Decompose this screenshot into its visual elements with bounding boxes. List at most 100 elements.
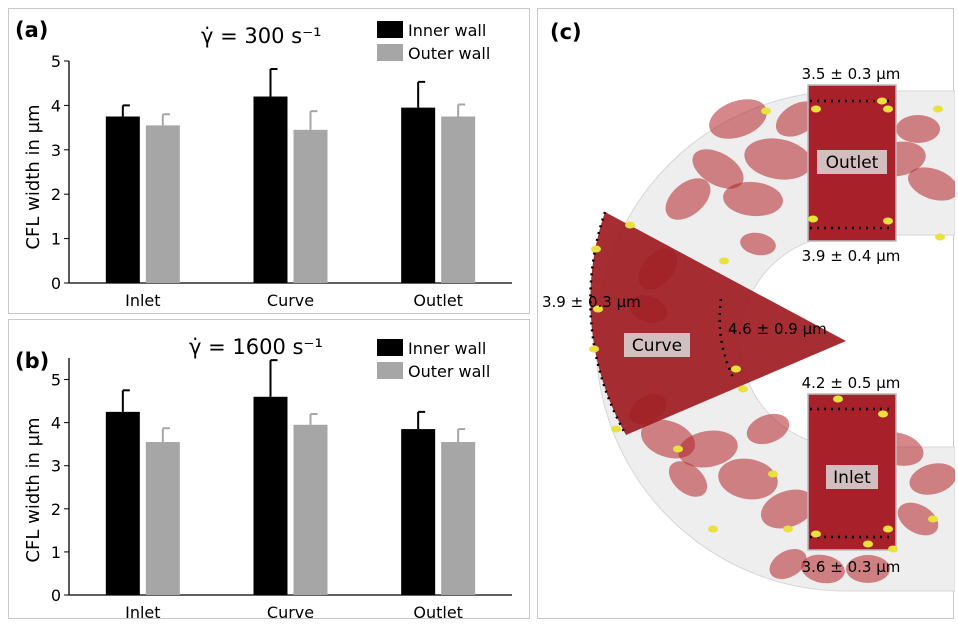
red-blood-cell	[846, 555, 890, 583]
red-blood-cell	[760, 489, 816, 529]
legend-swatch	[377, 21, 403, 38]
inlet-label-box	[826, 465, 878, 489]
legend-swatch	[377, 44, 403, 61]
platelet	[761, 107, 771, 115]
legend-label: Inner wall	[408, 21, 486, 40]
platelet	[811, 105, 821, 113]
bar-outer-wall	[293, 129, 328, 283]
red-blood-cell	[769, 548, 807, 580]
bar-inner-wall	[253, 396, 288, 595]
curve-inner-edge	[718, 298, 736, 380]
panel-a: (a) γ̇ = 300 s⁻¹ CFL width in µm 0 1 2 3 4 5 I…	[8, 8, 530, 314]
panel-label: (c)	[550, 20, 582, 44]
x-tick-label: Inlet	[125, 291, 160, 310]
platelet	[611, 425, 621, 433]
legend-swatch	[377, 362, 403, 379]
platelet	[591, 245, 601, 253]
platelet	[589, 345, 599, 353]
platelet	[738, 385, 748, 393]
y-axis-label: CFL width in µm	[23, 104, 44, 249]
bar-outer-wall	[441, 116, 476, 283]
platelet	[878, 410, 888, 418]
y-tick-label: 2	[51, 185, 61, 204]
platelet	[833, 395, 843, 403]
platelet	[935, 233, 945, 241]
legend-label: Outer wall	[408, 44, 490, 63]
curve-outer-width: 3.9 ± 0.3 µm	[542, 293, 641, 311]
y-axis-title: CFL width in µm	[23, 104, 44, 249]
platelet	[877, 97, 887, 105]
panel-b: (b) γ̇ = 1600 s⁻¹ CFL width in µm 0 1 2 3 4 5…	[8, 319, 530, 622]
platelets	[589, 97, 945, 553]
red-blood-cell	[896, 115, 940, 143]
bar-inner-wall	[105, 411, 140, 595]
x-tick-label: Outlet	[413, 291, 463, 310]
bar-outer-wall	[145, 125, 180, 283]
red-blood-cell	[723, 181, 783, 217]
y-tick-label: 1	[51, 230, 61, 249]
bar-inner-wall	[253, 96, 288, 284]
y-tick-label: 4	[51, 414, 61, 433]
curve-roi	[590, 212, 846, 435]
curve-label-box	[624, 333, 690, 357]
bar-chart-b: (b) γ̇ = 1600 s⁻¹ CFL width in µm 0 1 2 3 4 5…	[15, 335, 512, 622]
platelet	[888, 545, 898, 553]
platelet	[933, 105, 943, 113]
panel-c: (c) Outlet Curve Inlet 3.5 ± 0.3 µm 3.9 …	[537, 8, 955, 619]
platelet	[783, 525, 793, 533]
y-tick-label: 4	[51, 96, 61, 115]
platelet	[625, 221, 635, 229]
y-tick-label: 0	[51, 586, 61, 605]
red-blood-cell	[668, 461, 708, 497]
red-blood-cell	[897, 502, 939, 536]
platelet	[808, 215, 818, 223]
y-tick-label: 3	[51, 141, 61, 160]
red-blood-cell	[718, 458, 778, 500]
bar-inner-wall	[401, 107, 436, 284]
curve-inner-width: 4.6 ± 0.9 µm	[728, 320, 827, 338]
platelet	[708, 525, 718, 533]
x-tick-label: Curve	[267, 603, 314, 620]
inlet-bottom-width: 3.6 ± 0.3 µm	[802, 558, 901, 576]
red-blood-cell	[692, 149, 744, 189]
red-blood-cell	[801, 554, 845, 584]
platelet	[593, 305, 603, 313]
platelet	[863, 540, 873, 548]
outlet-label-box	[817, 150, 887, 174]
red-blood-cell	[909, 463, 955, 495]
y-tick-label: 0	[51, 274, 61, 293]
curve-label: Curve	[632, 336, 682, 356]
legend: Inner wall Outer wall	[377, 339, 490, 381]
bar-outer-wall	[293, 424, 328, 595]
platelet	[811, 530, 821, 538]
bar-outer-wall	[145, 442, 180, 595]
platelet	[928, 515, 938, 523]
curve-outer-edge	[589, 211, 628, 436]
x-tick-label: Outlet	[413, 603, 463, 620]
bar-inner-wall	[105, 116, 140, 283]
outlet-bottom-width: 3.9 ± 0.4 µm	[802, 247, 901, 265]
x-tick-label: Curve	[267, 291, 314, 310]
red-blood-cell	[744, 138, 812, 180]
panel-label: (b)	[15, 349, 49, 373]
legend: Inner wall Outer wall	[377, 21, 490, 63]
platelet	[883, 105, 893, 113]
outlet-top-width: 3.5 ± 0.3 µm	[802, 65, 901, 83]
plot-area: 0 1 2 3 4 5 Inlet Curve Outlet	[51, 52, 512, 310]
red-blood-cell	[709, 99, 767, 139]
legend-label: Inner wall	[408, 339, 486, 358]
plot-area: 0 1 2 3 4 5 Inlet Curve Outlet	[51, 358, 512, 622]
y-tick-label: 2	[51, 500, 61, 519]
red-blood-cell	[665, 178, 711, 220]
platelet	[719, 257, 729, 265]
chart-title: γ̇ = 300 s⁻¹	[201, 24, 322, 48]
y-tick-label: 5	[51, 52, 61, 71]
outlet-label: Outlet	[826, 153, 879, 173]
red-blood-cell	[740, 232, 776, 256]
channel-illustration: (c) Outlet Curve Inlet 3.5 ± 0.3 µm 3.9 …	[542, 20, 955, 592]
legend-swatch	[377, 339, 403, 356]
red-blood-cell	[746, 413, 790, 445]
inlet-top-width: 4.2 ± 0.5 µm	[802, 374, 901, 392]
legend-label: Outer wall	[408, 362, 490, 381]
panel-label: (a)	[15, 18, 48, 42]
